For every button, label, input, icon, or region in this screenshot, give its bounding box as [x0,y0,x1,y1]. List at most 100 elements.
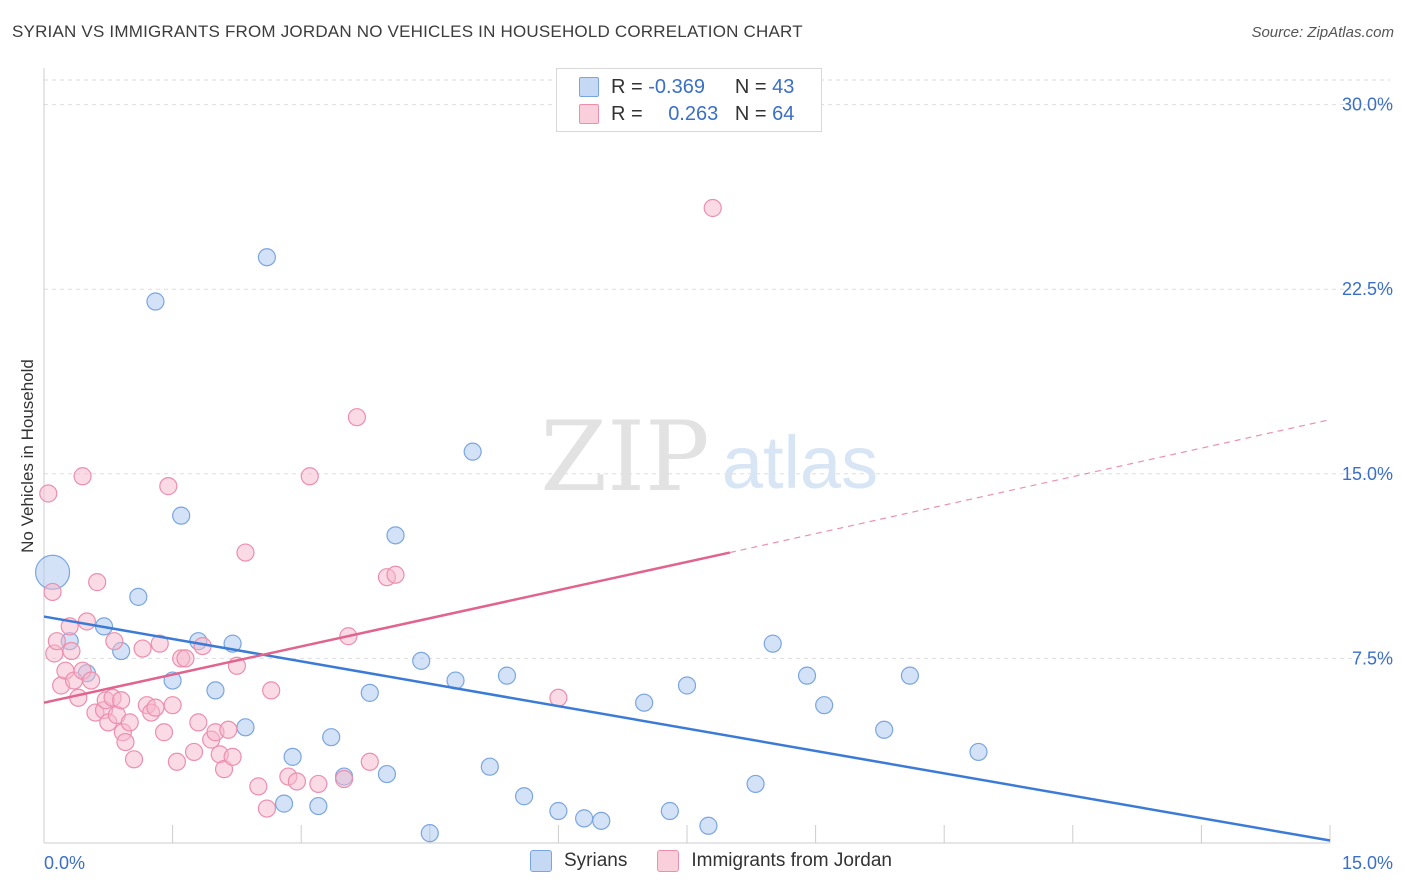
point-jordan [184,742,204,762]
series-legend: Syrians Immigrants from Jordan [530,850,922,872]
legend-r-value: 0.263 [668,102,719,125]
point-jordan [219,720,238,739]
point-jordan [62,641,81,661]
point-syrians [146,292,165,311]
point-jordan [386,565,405,584]
point-jordan [214,760,234,779]
trend-lines [43,419,1331,842]
point-jordan [262,681,281,700]
x-tick-label: 15.0% [1342,853,1393,873]
point-jordan [163,696,182,715]
point-syrians [900,666,920,685]
point-jordan [69,688,88,707]
point-syrians [797,666,817,685]
point-syrians [309,796,328,816]
point-syrians [283,747,302,766]
legend-swatch-syrians [579,77,599,97]
point-jordan [88,573,107,592]
point-syrians [257,248,277,267]
y-tick-label: 7.5% [1352,648,1393,668]
point-syrians [274,794,294,813]
series-label-syrians: Syrians [564,850,628,871]
grid-lines [44,79,1390,659]
point-jordan [150,634,169,653]
point-syrians [172,506,191,525]
point-jordan [82,671,101,690]
point-jordan [39,484,58,503]
point-syrians [635,693,654,712]
point-jordan [236,543,255,562]
point-jordan [334,769,354,789]
y-axis-label: No Vehicles in Household [18,359,37,553]
point-jordan [146,698,165,717]
watermark-atlas: atlas [722,421,878,504]
x-tick-label: 0.0% [44,853,85,873]
point-jordan [189,713,208,732]
point-jordan [287,772,307,791]
point-jordan [549,688,568,707]
point-syrians [660,801,679,821]
point-jordan [309,774,328,794]
correlation-legend: R = -0.369 N = 43 R = 0.263 N = 64 [556,68,822,132]
legend-n-label: N = [734,102,767,125]
point-jordan [347,408,367,427]
point-jordan [167,752,186,771]
y-tick-label: 30.0% [1342,95,1393,115]
legend-n-value: 43 [772,75,795,98]
point-syrians [463,442,482,461]
point-jordan [124,750,144,769]
point-jordan [43,582,62,602]
point-jordan [300,467,319,486]
series-swatch-jordan [657,850,680,872]
point-syrians [763,634,782,653]
point-syrians [815,696,834,715]
point-jordan [120,713,139,732]
point-jordan [77,612,96,631]
legend-row-jordan: R = 0.263 N = 64 [579,101,794,127]
point-jordan [73,467,92,486]
legend-n-value: 64 [772,102,795,125]
point-jordan [133,639,152,658]
watermark: ZIP atlas [540,401,878,513]
point-jordan [249,777,268,796]
point-syrians [575,809,594,828]
trend-extension-jordan [729,419,1331,554]
legend-n-label: N = [734,75,767,98]
chart-source: Source: ZipAtlas.com [1251,24,1394,41]
trend-line-jordan [43,551,731,704]
chart-title: SYRIAN VS IMMIGRANTS FROM JORDAN NO VEHI… [12,22,803,41]
trend-line-syrians [43,615,1331,842]
point-syrians [969,742,988,762]
point-syrians [592,811,611,830]
legend-r-label: R = [611,102,643,125]
point-syrians [497,666,517,685]
series-legend-jordan[interactable]: Immigrants from Jordan [657,850,892,872]
series-label-jordan: Immigrants from Jordan [691,850,892,871]
point-jordan [257,799,277,818]
point-jordan [703,198,722,218]
point-syrians [515,787,534,806]
point-jordan [47,632,66,651]
axis-labels: 7.5% 15.0% 22.5% 30.0% 0.0% 15.0% [44,95,1393,873]
watermark-zip: ZIP [540,401,709,513]
y-tick-label: 15.0% [1342,464,1393,484]
point-jordan [223,747,242,766]
point-syrians [699,816,718,835]
point-syrians [875,720,894,739]
legend-r-label: R = [611,75,643,98]
point-jordan [176,649,195,668]
point-syrians [322,728,341,747]
point-syrians [377,764,397,784]
point-syrians [360,683,379,702]
point-syrians [549,801,568,821]
series-legend-syrians[interactable]: Syrians [530,850,627,872]
point-jordan [116,732,135,752]
point-syrians [677,676,697,695]
point-jordan [154,723,174,742]
legend-swatch-jordan [579,104,599,124]
point-syrians [746,774,765,794]
point-jordan [112,691,131,710]
y-tick-label: 22.5% [1342,279,1393,299]
point-syrians [386,526,405,545]
point-jordan [105,632,124,651]
